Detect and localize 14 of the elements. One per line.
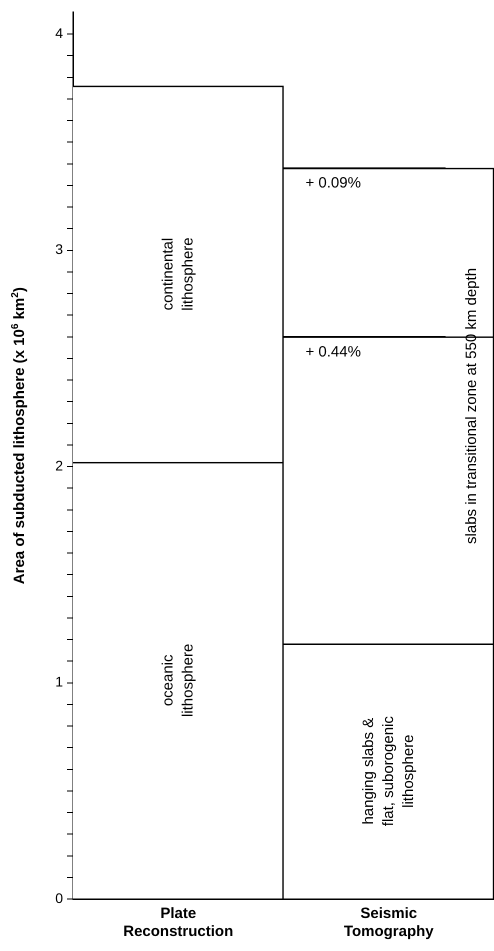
series-label: oceanic lithosphere — [159, 644, 196, 718]
annotation: + 0.09% — [306, 174, 361, 192]
y-tick-label: 4 — [55, 24, 64, 41]
series-label: hanging slabs & flat, suborogenic lithosphere — [360, 716, 417, 826]
x-tick-label: Seismic Tomography — [344, 905, 434, 940]
x-tick-label: Plate Reconstruction — [123, 905, 234, 940]
y-tick-label: 2 — [55, 457, 64, 474]
series-label: continental lithosphere — [159, 237, 196, 311]
y-tick-label: 1 — [55, 674, 64, 690]
y-tick-label: 0 — [55, 890, 64, 906]
annotation: + 0.44% — [306, 343, 361, 360]
y-axis-title: Area of subducted lithosphere (x 106 km2) — [10, 287, 28, 584]
y-tick-label: 3 — [55, 241, 64, 258]
series-label: slabs in transitional zone at 550 km depth — [463, 268, 480, 544]
